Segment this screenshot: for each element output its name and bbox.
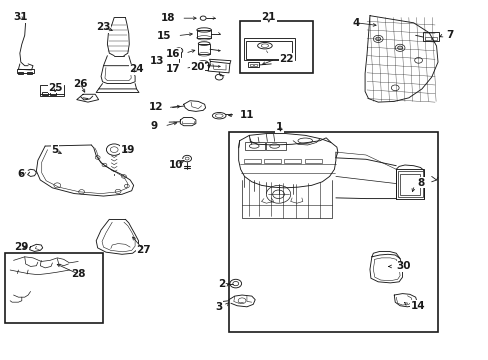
Text: 10: 10 xyxy=(169,159,183,170)
Bar xyxy=(5,253,102,323)
Circle shape xyxy=(375,37,380,41)
Bar xyxy=(239,21,312,73)
Bar xyxy=(243,38,294,60)
Bar xyxy=(198,44,209,54)
Text: 3: 3 xyxy=(215,302,222,312)
Text: 28: 28 xyxy=(71,269,85,279)
Text: 12: 12 xyxy=(148,103,163,112)
Bar xyxy=(18,72,23,74)
Bar xyxy=(423,32,438,41)
Text: 4: 4 xyxy=(352,18,359,28)
Bar xyxy=(248,62,259,67)
Text: 11: 11 xyxy=(239,110,254,120)
Bar xyxy=(246,41,291,59)
Text: 17: 17 xyxy=(165,64,180,74)
Bar xyxy=(266,143,285,150)
Circle shape xyxy=(397,46,402,50)
Text: 21: 21 xyxy=(261,13,276,22)
Text: 2: 2 xyxy=(217,279,224,289)
Text: 30: 30 xyxy=(395,261,410,271)
Text: 26: 26 xyxy=(73,78,87,89)
Text: 19: 19 xyxy=(121,145,135,156)
Bar xyxy=(176,48,181,57)
Bar xyxy=(425,37,430,40)
Bar xyxy=(40,85,63,96)
Text: 8: 8 xyxy=(416,177,424,188)
Bar xyxy=(199,62,207,70)
Text: 22: 22 xyxy=(279,54,293,64)
Text: 18: 18 xyxy=(161,13,175,23)
Bar xyxy=(399,174,419,195)
Text: 25: 25 xyxy=(48,83,63,93)
Text: 5: 5 xyxy=(51,145,59,156)
Bar xyxy=(50,92,56,95)
Text: 16: 16 xyxy=(165,49,180,59)
Bar xyxy=(397,171,422,197)
Bar xyxy=(228,132,437,332)
Text: 15: 15 xyxy=(157,31,171,41)
Circle shape xyxy=(175,48,183,54)
Bar xyxy=(249,64,252,66)
Text: 7: 7 xyxy=(446,30,453,40)
Text: 29: 29 xyxy=(14,242,28,252)
Text: 31: 31 xyxy=(14,13,28,22)
Bar xyxy=(197,30,211,38)
Text: 1: 1 xyxy=(275,122,283,132)
Bar xyxy=(41,92,47,95)
Bar xyxy=(27,72,31,74)
Text: 6: 6 xyxy=(17,168,24,179)
Bar xyxy=(304,159,321,163)
Text: 23: 23 xyxy=(96,22,110,32)
Text: 20: 20 xyxy=(190,62,204,72)
Text: 13: 13 xyxy=(149,56,164,66)
Bar xyxy=(395,169,424,199)
Text: 14: 14 xyxy=(410,301,425,311)
Bar xyxy=(243,159,260,163)
Bar xyxy=(431,37,436,40)
Text: 24: 24 xyxy=(129,64,143,74)
Bar xyxy=(17,69,34,73)
Bar xyxy=(264,159,281,163)
Text: 27: 27 xyxy=(136,245,150,255)
Bar xyxy=(253,64,256,66)
Bar xyxy=(245,143,264,150)
Text: 9: 9 xyxy=(150,121,158,131)
Bar xyxy=(284,159,301,163)
